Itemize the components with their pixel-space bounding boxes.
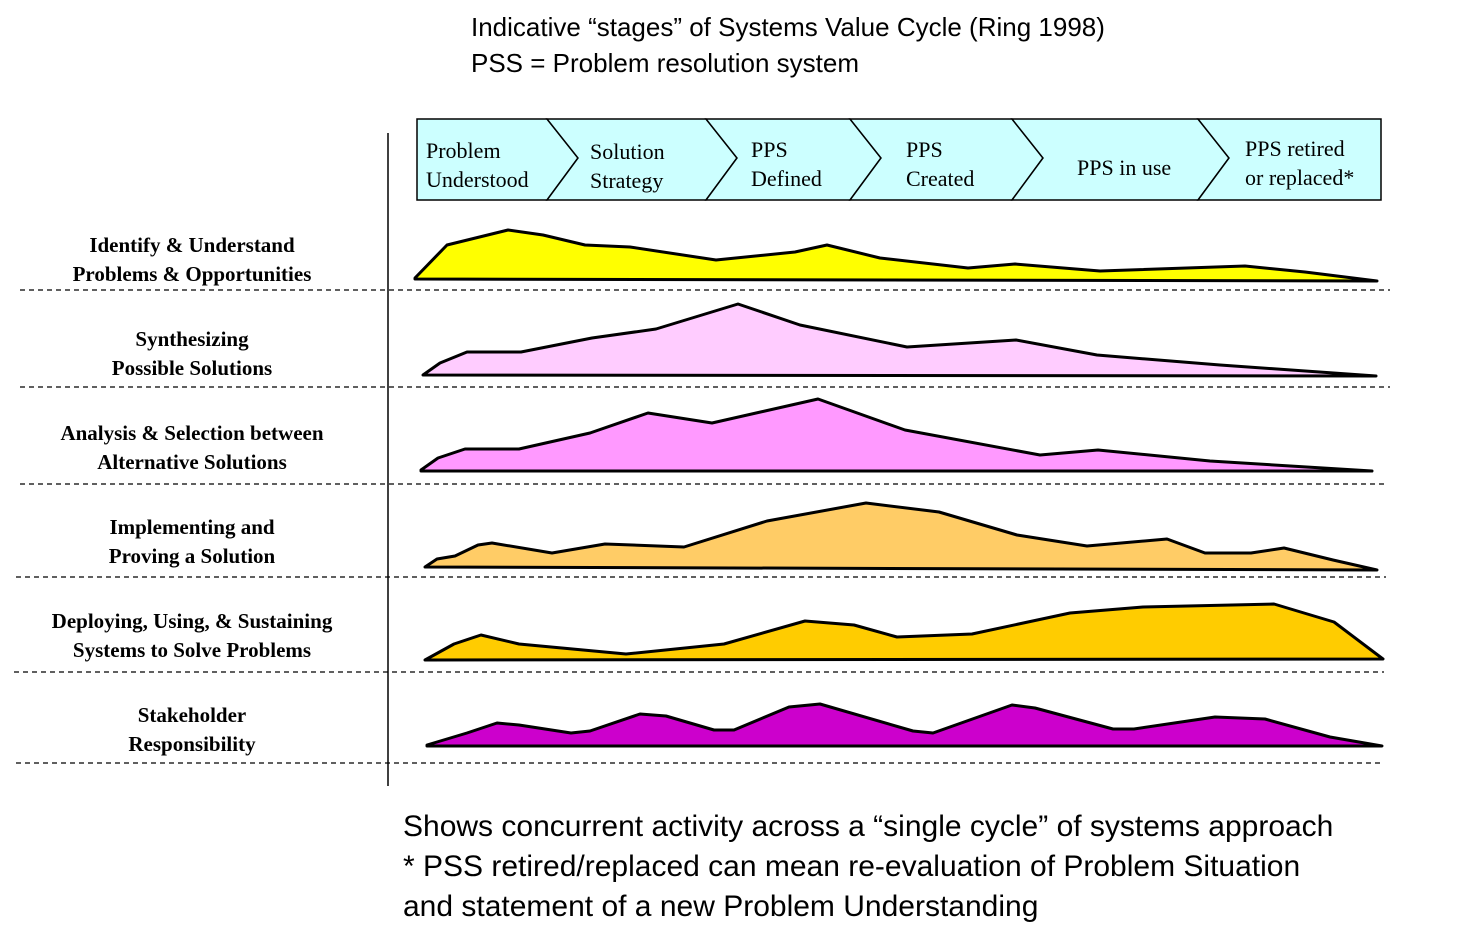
activity-profile-deploying xyxy=(423,602,1385,662)
stage-label-pps-retired: PPS retired or replaced* xyxy=(1245,134,1354,192)
row-label-line: Stakeholder xyxy=(137,703,247,727)
row-label-line: Synthesizing xyxy=(135,327,249,351)
stage-label-line: Understood xyxy=(426,167,529,192)
activity-profile-identify xyxy=(413,228,1379,283)
activity-profile-implementing xyxy=(423,501,1379,572)
activity-profile-synthesizing xyxy=(421,302,1378,378)
row-label-line: Proving a Solution xyxy=(108,544,276,568)
stage-label-line: Strategy xyxy=(590,168,664,193)
row-label-line: Deploying, Using, & Sustaining xyxy=(51,609,333,633)
row-label-implementing: Implementing and Proving a Solution xyxy=(6,513,378,571)
stage-label-line: Solution xyxy=(590,139,665,164)
stage-band xyxy=(416,118,1382,201)
row-label-line: Analysis & Selection between xyxy=(60,421,324,445)
stage-label-solution-strategy: Solution Strategy xyxy=(590,137,665,195)
row-label-line: Systems to Solve Problems xyxy=(72,638,312,662)
row-label-synthesizing: Synthesizing Possible Solutions xyxy=(6,325,378,383)
footer-note-line-1: Shows concurrent activity across a “sing… xyxy=(403,810,1334,843)
stage-label-line: PPS retired xyxy=(1245,136,1345,161)
stage-label-line: Defined xyxy=(751,166,822,191)
row-label-stakeholder: Stakeholder Responsibility xyxy=(6,701,378,759)
row-label-analysis: Analysis & Selection between Alternative… xyxy=(6,419,378,477)
header-subtitle: PSS = Problem resolution system xyxy=(471,48,859,78)
stage-label-pps-defined: PPS Defined xyxy=(751,135,822,193)
row-label-line: Alternative Solutions xyxy=(97,450,287,474)
stage-chevron-pps-retired xyxy=(1196,118,1382,201)
row-label-identify: Identify & Understand Problems & Opportu… xyxy=(6,231,378,289)
row-separators xyxy=(14,289,1390,764)
row-label-line: Identify & Understand xyxy=(89,233,295,257)
activity-profile-analysis xyxy=(419,397,1374,473)
stage-label-line: PPS xyxy=(751,137,788,162)
stage-label-line: Problem xyxy=(426,138,501,163)
stage-label-line: Created xyxy=(906,166,975,191)
row-label-line: Responsibility xyxy=(128,732,256,756)
row-label-deploying: Deploying, Using, & Sustaining Systems t… xyxy=(6,607,378,665)
stage-label-pps-created: PPS Created xyxy=(906,135,974,193)
row-label-line: Problems & Opportunities xyxy=(72,262,312,286)
header-title: Indicative “stages” of Systems Value Cyc… xyxy=(471,12,1105,42)
footer-note-line-3: and statement of a new Problem Understan… xyxy=(403,890,1039,923)
row-label-line: Implementing and xyxy=(109,515,275,539)
footer-note-line-2: * PSS retired/replaced can mean re-evalu… xyxy=(403,850,1301,883)
activity-profile-stakeholder xyxy=(425,702,1384,748)
stage-label-pps-in-use: PPS in use xyxy=(1077,153,1171,182)
stage-label-problem-understood: Problem Understood xyxy=(426,136,529,194)
stage-label-line: PPS in use xyxy=(1077,155,1172,180)
row-label-line: Possible Solutions xyxy=(111,356,273,380)
stage-label-line: PPS xyxy=(906,137,943,162)
stage-label-line: or replaced* xyxy=(1245,165,1355,190)
